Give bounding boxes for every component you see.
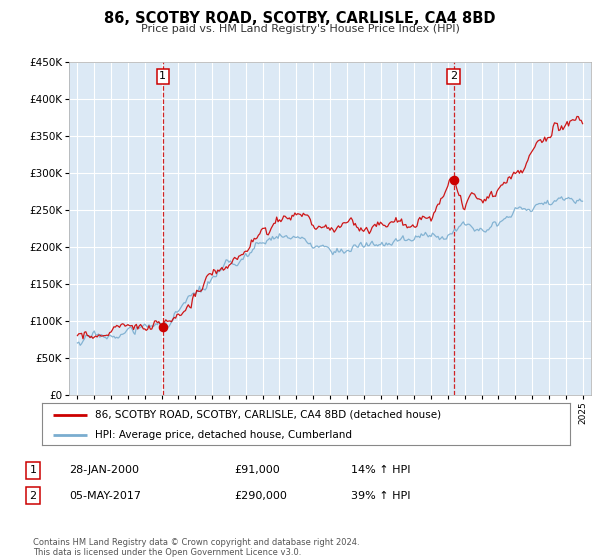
Text: 86, SCOTBY ROAD, SCOTBY, CARLISLE, CA4 8BD (detached house): 86, SCOTBY ROAD, SCOTBY, CARLISLE, CA4 8… [95,409,441,419]
Text: 05-MAY-2017: 05-MAY-2017 [69,491,141,501]
Text: Contains HM Land Registry data © Crown copyright and database right 2024.
This d: Contains HM Land Registry data © Crown c… [33,538,359,557]
Text: 1: 1 [159,72,166,81]
Text: 86, SCOTBY ROAD, SCOTBY, CARLISLE, CA4 8BD: 86, SCOTBY ROAD, SCOTBY, CARLISLE, CA4 8… [104,11,496,26]
Text: 2: 2 [450,72,457,81]
Text: 2: 2 [29,491,37,501]
Text: 1: 1 [29,465,37,475]
Text: 28-JAN-2000: 28-JAN-2000 [69,465,139,475]
Point [158,323,167,332]
Text: 39% ↑ HPI: 39% ↑ HPI [351,491,410,501]
Text: £290,000: £290,000 [234,491,287,501]
Text: 14% ↑ HPI: 14% ↑ HPI [351,465,410,475]
Text: Price paid vs. HM Land Registry's House Price Index (HPI): Price paid vs. HM Land Registry's House … [140,24,460,34]
Text: HPI: Average price, detached house, Cumberland: HPI: Average price, detached house, Cumb… [95,430,352,440]
Text: £91,000: £91,000 [234,465,280,475]
Point [449,176,458,185]
